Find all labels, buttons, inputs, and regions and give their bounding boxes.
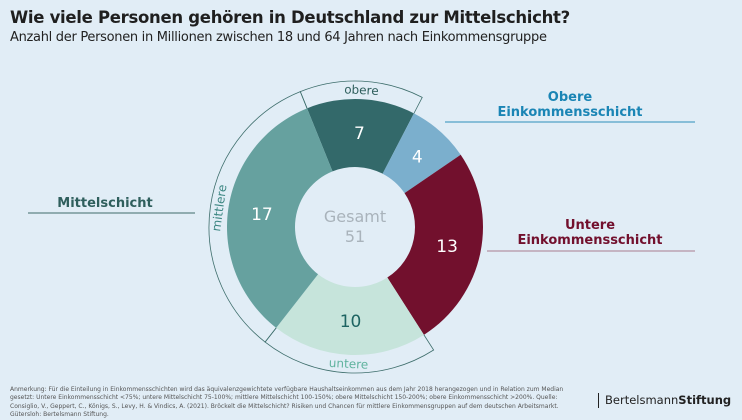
bracket-label: obere bbox=[344, 82, 379, 98]
donut-slice bbox=[382, 113, 461, 194]
chart-subtitle: Anzahl der Personen in Millionen zwische… bbox=[10, 30, 547, 45]
chart-title: Wie viele Personen gehören in Deutschlan… bbox=[10, 8, 570, 27]
donut-slice bbox=[276, 274, 424, 355]
bracket-arc bbox=[299, 80, 423, 114]
group-label: Einkommensschicht bbox=[517, 233, 662, 248]
bertelsmann-stiftung-logo: BertelsmannStiftung bbox=[598, 393, 731, 408]
footnote: Anmerkung: Für die Einteilung in Einkomm… bbox=[10, 386, 564, 419]
slice-value-label: 7 bbox=[354, 124, 365, 144]
bracket-label: untere bbox=[329, 356, 369, 372]
bracket-arc bbox=[264, 327, 435, 374]
slice-value-label: 17 bbox=[251, 205, 273, 225]
group-label: Untere bbox=[565, 218, 615, 233]
donut-slice bbox=[387, 154, 483, 335]
group-label: Mittelschicht bbox=[57, 196, 152, 211]
center-value: 51 bbox=[345, 227, 365, 246]
group-label: Obere bbox=[548, 90, 593, 105]
logo-text: Bertelsmann bbox=[605, 393, 679, 407]
center-label: Gesamt bbox=[324, 207, 386, 226]
slice-value-label: 10 bbox=[340, 312, 362, 332]
donut-slice bbox=[307, 99, 414, 174]
donut-slice bbox=[227, 108, 333, 328]
group-label: Einkommensschicht bbox=[497, 105, 642, 120]
bracket-label: mittlere bbox=[209, 184, 229, 233]
slice-value-label: 4 bbox=[412, 148, 423, 168]
logo-text-bold: Stiftung bbox=[678, 393, 732, 407]
bracket-arc bbox=[208, 91, 308, 343]
slice-value-label: 13 bbox=[436, 237, 458, 257]
